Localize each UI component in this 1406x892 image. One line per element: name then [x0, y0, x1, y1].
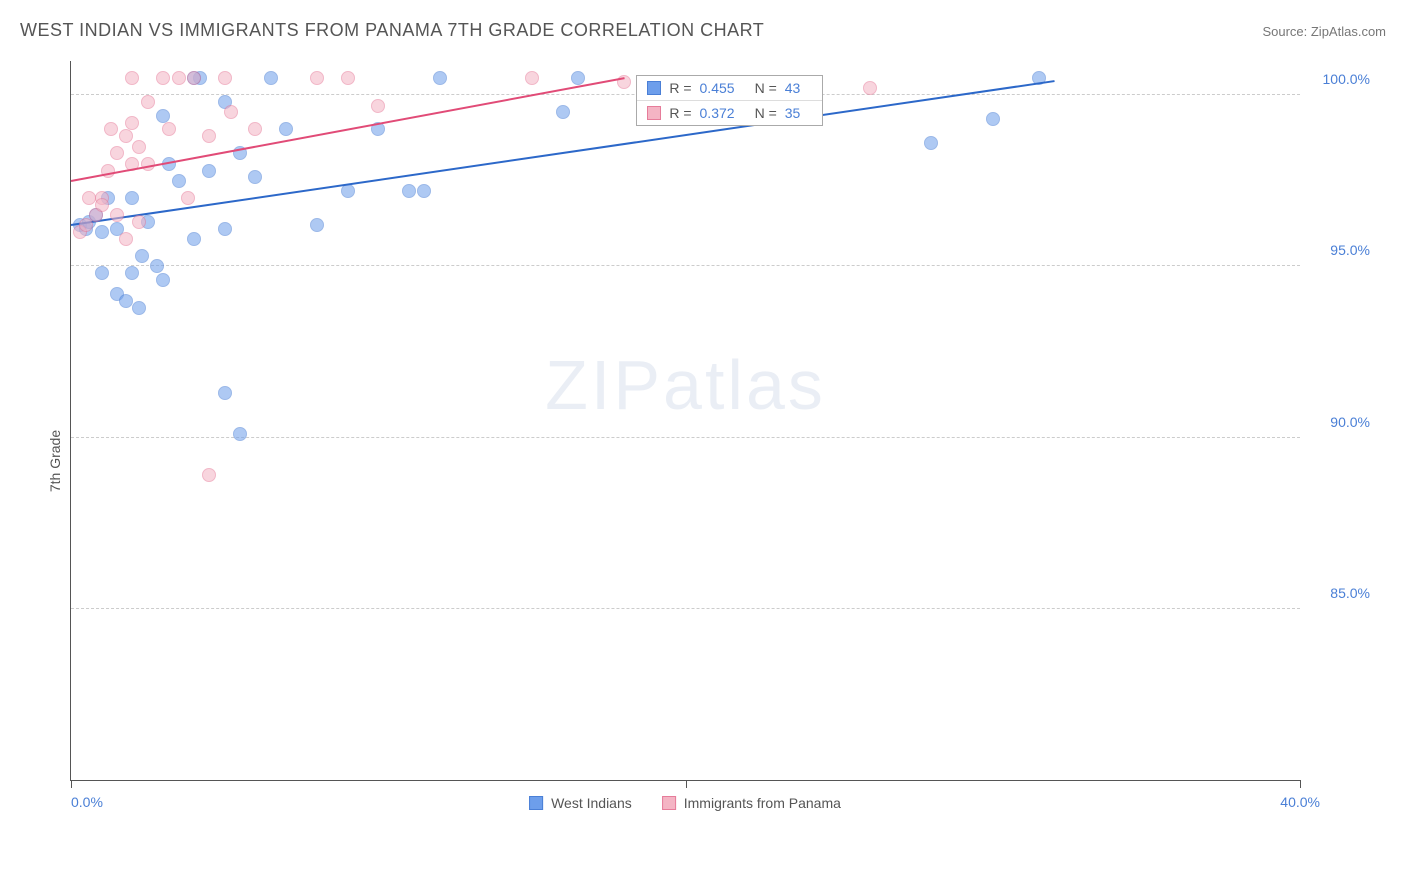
xtick	[71, 780, 72, 788]
stat-label: N =	[753, 105, 779, 121]
scatter-point	[202, 164, 216, 178]
scatter-point	[433, 71, 447, 85]
scatter-point	[119, 232, 133, 246]
stat-r-value: 0.372	[700, 105, 747, 121]
stat-label: R =	[667, 80, 693, 96]
scatter-point	[402, 184, 416, 198]
legend-item-panama: Immigrants from Panama	[662, 795, 841, 811]
scatter-point	[264, 71, 278, 85]
scatter-point	[218, 386, 232, 400]
ytick-label: 95.0%	[1310, 242, 1370, 258]
legend-swatch-icon	[662, 796, 676, 810]
scatter-point	[135, 249, 149, 263]
ytick-label: 90.0%	[1310, 414, 1370, 430]
xtick-label: 40.0%	[1280, 794, 1320, 810]
scatter-point	[95, 198, 109, 212]
legend: West Indians Immigrants from Panama	[529, 795, 841, 811]
xtick	[686, 780, 687, 788]
scatter-point	[119, 129, 133, 143]
scatter-point	[156, 109, 170, 123]
stat-label: N =	[753, 80, 779, 96]
chart-container: 7th Grade ZIPatlas 85.0%90.0%95.0%100.0%…	[20, 51, 1380, 871]
scatter-point	[156, 71, 170, 85]
scatter-point	[141, 95, 155, 109]
scatter-point	[218, 222, 232, 236]
scatter-point	[125, 71, 139, 85]
scatter-point	[924, 136, 938, 150]
gridline	[71, 608, 1300, 609]
stats-box: R = 0.455 N = 43 R = 0.372 N = 35	[636, 75, 823, 126]
scatter-point	[525, 71, 539, 85]
scatter-point	[224, 105, 238, 119]
scatter-point	[202, 468, 216, 482]
stats-row: R = 0.455 N = 43	[637, 76, 822, 101]
legend-swatch-icon	[529, 796, 543, 810]
stats-swatch-icon	[647, 106, 661, 120]
ytick-label: 100.0%	[1310, 71, 1370, 87]
scatter-point	[248, 170, 262, 184]
stat-r-value: 0.455	[700, 80, 747, 96]
y-axis-label: 7th Grade	[47, 430, 63, 492]
scatter-point	[187, 232, 201, 246]
scatter-point	[162, 122, 176, 136]
scatter-point	[202, 129, 216, 143]
scatter-point	[248, 122, 262, 136]
stat-label: R =	[667, 105, 693, 121]
watermark: ZIPatlas	[545, 345, 826, 425]
scatter-point	[181, 191, 195, 205]
scatter-point	[341, 71, 355, 85]
scatter-point	[156, 273, 170, 287]
legend-label: West Indians	[551, 795, 632, 811]
stat-n-value: 35	[785, 105, 813, 121]
source-label: Source: ZipAtlas.com	[1262, 24, 1386, 39]
chart-title: WEST INDIAN VS IMMIGRANTS FROM PANAMA 7T…	[20, 20, 764, 41]
scatter-point	[110, 208, 124, 222]
stats-row: R = 0.372 N = 35	[637, 101, 822, 125]
scatter-point	[125, 191, 139, 205]
scatter-point	[132, 301, 146, 315]
scatter-point	[172, 174, 186, 188]
scatter-point	[187, 71, 201, 85]
legend-item-west-indians: West Indians	[529, 795, 632, 811]
xtick-label: 0.0%	[71, 794, 103, 810]
scatter-point	[150, 259, 164, 273]
legend-label: Immigrants from Panama	[684, 795, 841, 811]
xtick	[1300, 780, 1301, 788]
scatter-point	[172, 71, 186, 85]
scatter-point	[371, 99, 385, 113]
scatter-point	[95, 266, 109, 280]
scatter-point	[310, 218, 324, 232]
scatter-point	[556, 105, 570, 119]
scatter-point	[279, 122, 293, 136]
trend-line	[71, 77, 625, 182]
scatter-point	[104, 122, 118, 136]
scatter-point	[310, 71, 324, 85]
scatter-point	[125, 116, 139, 130]
plot-area: ZIPatlas 85.0%90.0%95.0%100.0%0.0%40.0%R…	[70, 61, 1300, 781]
gridline	[71, 437, 1300, 438]
ytick-label: 85.0%	[1310, 585, 1370, 601]
stats-swatch-icon	[647, 81, 661, 95]
scatter-point	[986, 112, 1000, 126]
scatter-point	[571, 71, 585, 85]
scatter-point	[218, 71, 232, 85]
scatter-point	[110, 146, 124, 160]
scatter-point	[233, 427, 247, 441]
stat-n-value: 43	[785, 80, 813, 96]
scatter-point	[132, 215, 146, 229]
gridline	[71, 265, 1300, 266]
scatter-point	[125, 266, 139, 280]
scatter-point	[863, 81, 877, 95]
scatter-point	[95, 225, 109, 239]
scatter-point	[132, 140, 146, 154]
scatter-point	[417, 184, 431, 198]
